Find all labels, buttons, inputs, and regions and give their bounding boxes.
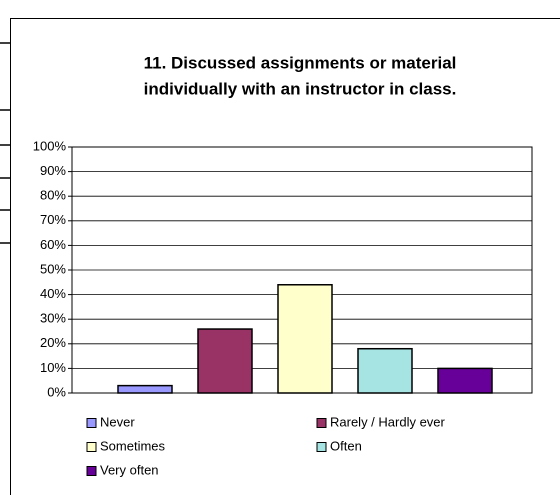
y-tick-label: 10% bbox=[40, 360, 66, 375]
y-tick-label: 60% bbox=[40, 237, 66, 252]
chart-title: 11. Discussed assignments or material bbox=[144, 53, 457, 72]
y-tick-label: 100% bbox=[33, 138, 67, 153]
legend-swatch bbox=[86, 418, 97, 428]
chart-frame bbox=[10, 18, 560, 495]
y-tick-label: 0% bbox=[47, 384, 66, 399]
bar bbox=[437, 367, 493, 394]
y-tick-label: 90% bbox=[40, 163, 66, 178]
y-tick-label: 20% bbox=[40, 335, 66, 350]
y-tick-label: 70% bbox=[40, 212, 66, 227]
bar bbox=[357, 347, 413, 394]
legend-label: Rarely / Hardly ever bbox=[330, 414, 446, 429]
sheet-lines bbox=[0, 42, 10, 244]
legend-label: Often bbox=[330, 438, 362, 453]
legend-swatch bbox=[86, 466, 97, 476]
legend-swatch bbox=[316, 442, 327, 452]
y-tick-label: 80% bbox=[40, 188, 66, 203]
bar bbox=[197, 328, 253, 394]
y-tick-label: 30% bbox=[40, 311, 66, 326]
legend-swatch bbox=[316, 418, 327, 428]
bar bbox=[277, 284, 333, 394]
legend-swatch bbox=[86, 442, 97, 452]
y-tick-label: 40% bbox=[40, 286, 66, 301]
legend-label: Never bbox=[100, 414, 135, 429]
legend-label: Sometimes bbox=[100, 438, 166, 453]
y-tick-label: 50% bbox=[40, 261, 66, 276]
legend-label: Very often bbox=[100, 462, 159, 477]
bar bbox=[117, 384, 173, 394]
chart-title: individually with an instructor in class… bbox=[144, 79, 457, 98]
